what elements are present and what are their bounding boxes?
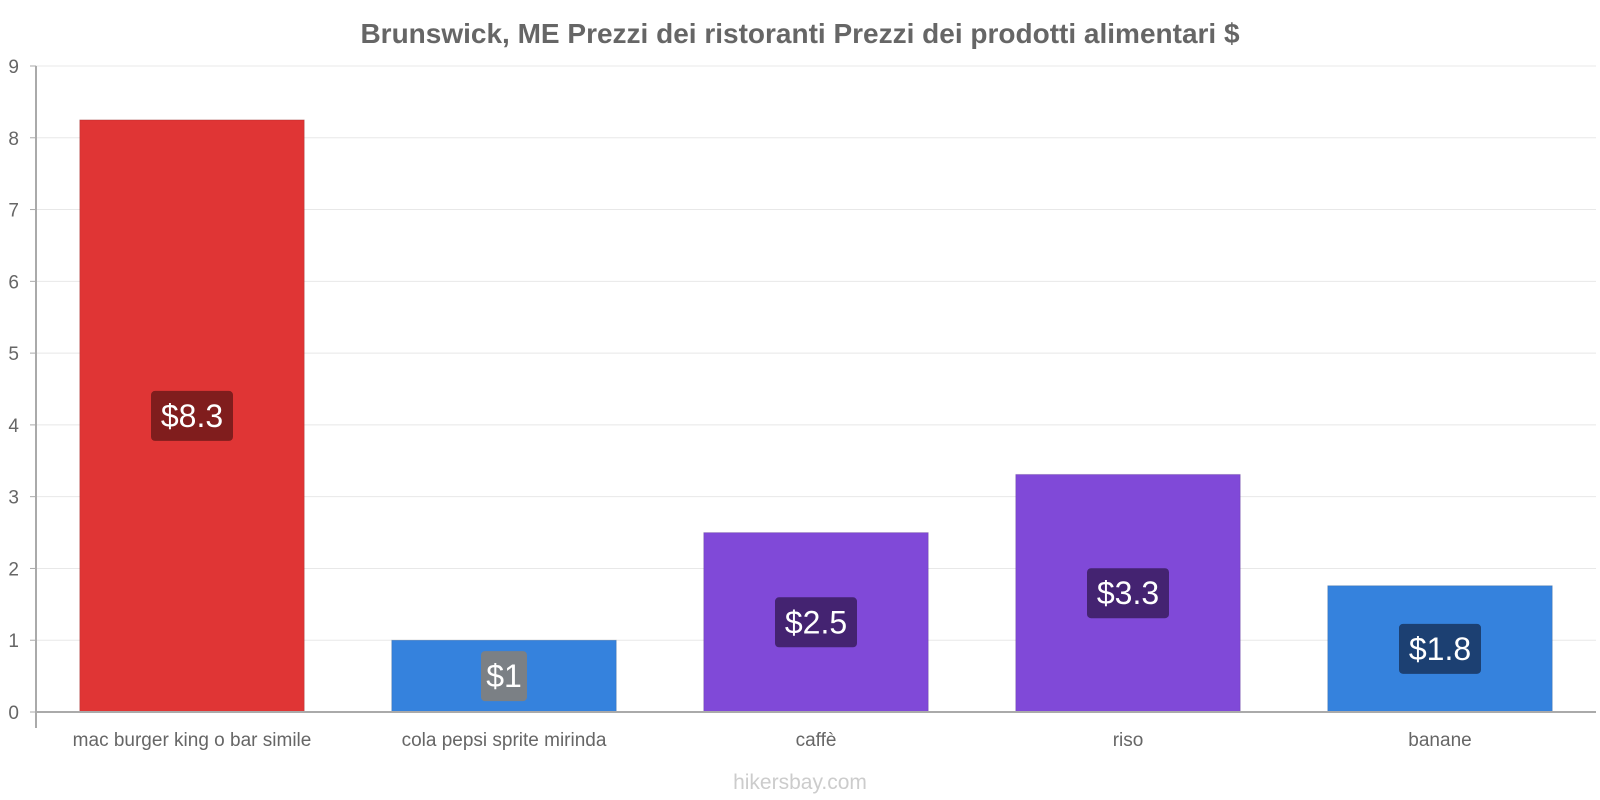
value-labels: $8.3 $1 $2.5 $3.3 $1.8 [151,390,1481,702]
y-tick-label: 3 [8,488,19,509]
value-label-text: $1.8 [1409,631,1471,667]
value-label-box [1399,623,1481,674]
x-category-label: caffè [796,730,837,751]
watermark: hikersbay.com [733,771,867,794]
value-label: $2.5 [775,597,857,648]
y-tick-label: 9 [8,57,19,78]
y-tick-label: 5 [8,344,19,365]
y-tick-label: 1 [8,631,19,652]
value-label-text: $2.5 [785,604,847,640]
y-tick-label: 0 [8,703,19,724]
value-label-box [1087,568,1169,619]
x-axis-categories: mac burger king o bar simile cola pepsi s… [73,730,1472,751]
x-category-label: banane [1408,730,1471,751]
y-tick-label: 4 [8,416,19,437]
value-label: $1 [481,651,527,702]
value-label-text: $3.3 [1097,575,1159,611]
value-label-box [151,390,233,441]
y-tick-label: 6 [8,272,19,293]
chart-title: Brunswick, ME Prezzi dei ristoranti Prez… [360,18,1240,49]
y-tick-label: 7 [8,201,19,222]
value-label: $8.3 [151,390,233,441]
x-category-label: cola pepsi sprite mirinda [402,730,607,751]
value-label-text: $8.3 [161,398,223,434]
y-axis-ticks: 0 1 2 3 4 5 6 7 8 9 [8,57,36,724]
value-label-box [775,597,857,648]
y-tick-label: 8 [8,129,19,150]
value-label-box [481,651,527,702]
value-label-text: $1 [486,658,522,694]
y-tick-label: 2 [8,559,19,580]
x-category-label: mac burger king o bar simile [73,730,312,751]
value-label: $3.3 [1087,568,1169,619]
x-category-label: riso [1113,730,1144,751]
value-label: $1.8 [1399,623,1481,674]
